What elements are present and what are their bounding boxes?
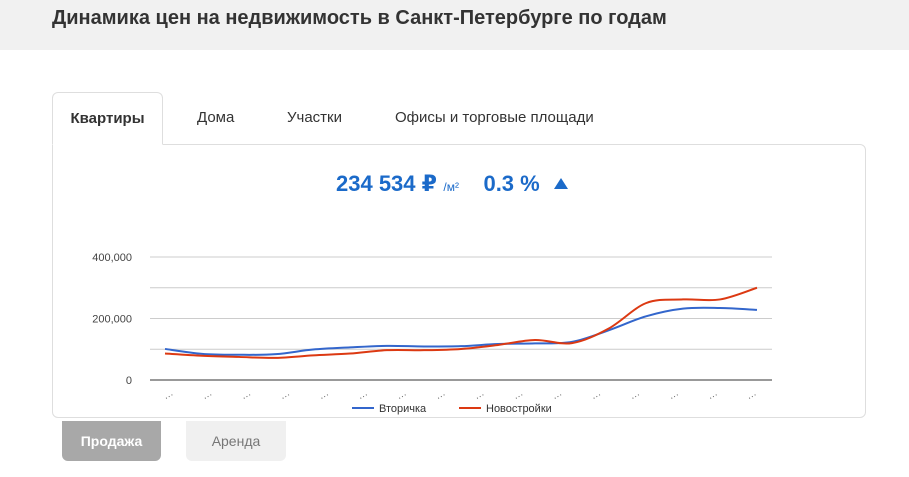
page-header: Динамика цен на недвижимость в Санкт-Пет… (0, 0, 909, 50)
price-change: 0.3 % (483, 171, 540, 196)
x-tick-label: … (744, 388, 758, 403)
legend-label: Новостройки (486, 403, 552, 415)
x-tick-label: … (511, 388, 525, 403)
sale-button[interactable]: Продажа (62, 421, 161, 461)
tab-offices-retail[interactable]: Офисы и торговые площади (395, 109, 594, 126)
x-tick-label: … (472, 388, 486, 403)
chart-panel (52, 144, 866, 418)
x-tick-label: … (589, 388, 603, 403)
tab-apartments[interactable]: Квартиры (52, 92, 163, 145)
y-tick-label: 0 (126, 375, 132, 387)
x-tick-label: … (239, 388, 253, 403)
x-tick-label: … (200, 388, 214, 403)
y-tick-label: 400,000 (92, 252, 132, 264)
x-tick-label: … (161, 388, 175, 403)
x-tick-label: … (628, 388, 642, 403)
tab-houses[interactable]: Дома (197, 109, 235, 126)
price-unit: /м² (443, 180, 459, 194)
x-tick-label: … (394, 388, 408, 403)
price-value: 234 534 ₽ (336, 171, 437, 196)
legend-label: Вторичка (379, 403, 427, 415)
trend-up-icon (554, 178, 569, 189)
price-summary: 234 534 ₽ /м² 0.3 % (336, 171, 569, 201)
tab-land-plots[interactable]: Участки (287, 109, 342, 126)
x-tick-label: … (433, 388, 447, 403)
x-tick-label: … (317, 388, 331, 403)
x-tick-label: … (666, 388, 680, 403)
y-tick-label: 200,000 (92, 314, 132, 326)
x-tick-label: … (278, 388, 292, 403)
series-line-Новостройки (164, 286, 758, 359)
x-tick-label: … (355, 388, 369, 403)
x-tick-label: … (550, 388, 564, 403)
rent-button[interactable]: Аренда (186, 421, 286, 461)
page-title: Динамика цен на недвижимость в Санкт-Пет… (52, 7, 667, 29)
series-line-Вторичка (164, 306, 758, 356)
x-tick-label: … (705, 388, 719, 403)
